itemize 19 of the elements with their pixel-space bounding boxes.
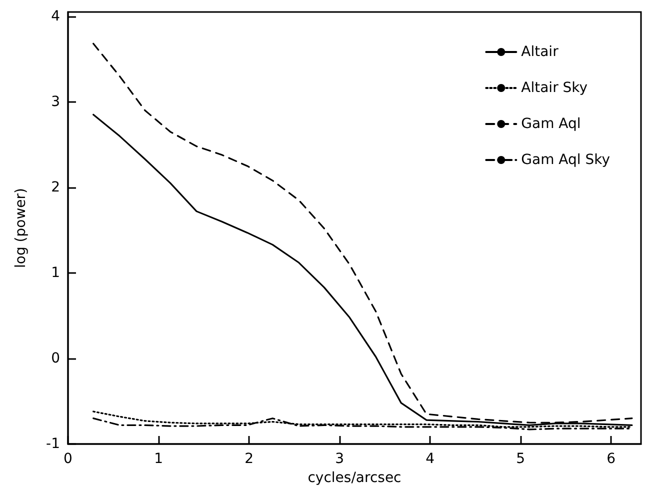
x-axis-title: cycles/arcsec bbox=[308, 470, 402, 486]
x-tick-label: 2 bbox=[244, 451, 254, 467]
y-tick-label: 4 bbox=[51, 8, 60, 24]
legend-label: Altair Sky bbox=[521, 80, 588, 96]
x-tick-label: 4 bbox=[426, 451, 435, 467]
legend-label: Altair bbox=[521, 44, 559, 60]
y-tick-label: 0 bbox=[51, 350, 60, 366]
y-axis-title: log (power) bbox=[13, 188, 29, 268]
x-tick-label: 5 bbox=[516, 451, 526, 467]
y-tick-label: 3 bbox=[51, 94, 60, 110]
legend-label: Gam Aql bbox=[521, 116, 581, 132]
x-tick-label: 6 bbox=[606, 451, 616, 467]
x-tick-label: 3 bbox=[335, 451, 344, 467]
x-tick-label: 1 bbox=[154, 451, 163, 467]
x-tick-label: 0 bbox=[64, 451, 72, 467]
y-tick-label: -1 bbox=[46, 436, 60, 452]
y-tick-label: 2 bbox=[51, 179, 60, 196]
legend-label: Gam Aql Sky bbox=[521, 152, 610, 168]
y-tick-label: 1 bbox=[51, 264, 60, 281]
